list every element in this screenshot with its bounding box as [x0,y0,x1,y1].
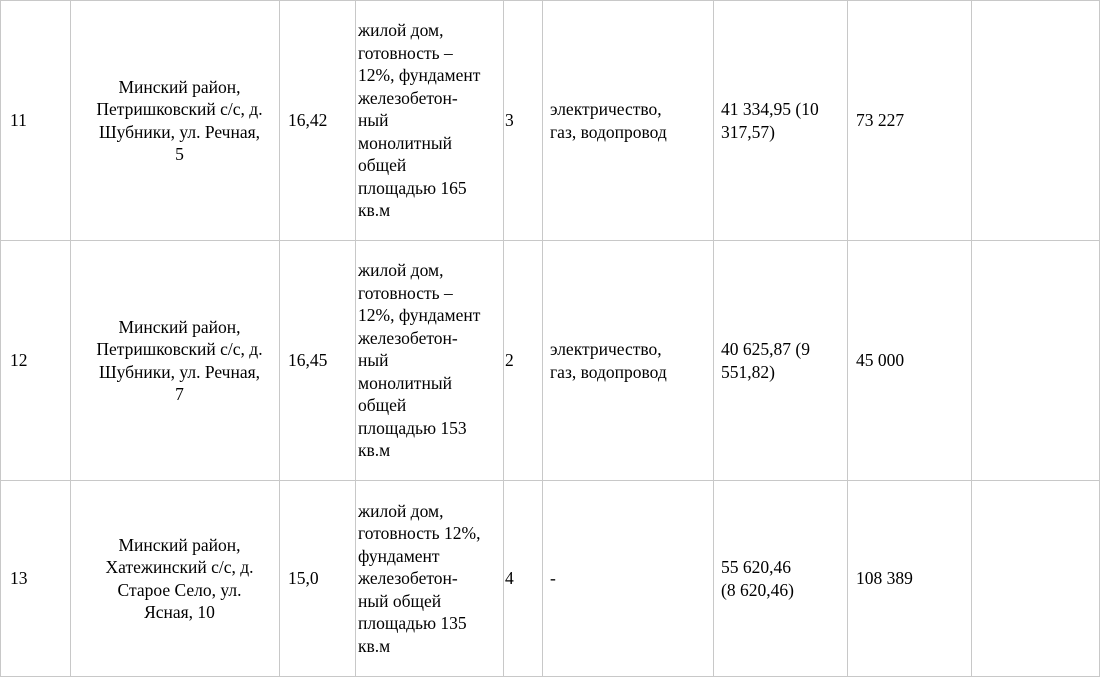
utilities-line: электричество, [550,99,662,119]
description-line: монолитный [358,132,452,153]
address-line: Шубники, ул. Речная, [98,361,261,382]
description-line: готовность – [358,42,453,63]
row-number: 11 [10,110,27,131]
description-line: общей [358,155,407,176]
utilities-line: - [550,568,556,589]
description-line: железобетон- [358,568,458,589]
description-cell: жилой дом, готовность 12%, фундамент железо… [355,480,504,677]
utilities-line: электричество, [550,339,662,359]
row-number: 13 [10,568,28,589]
area-value: 16,45 [288,350,328,371]
value2-cell: 36 951 [971,480,1100,677]
price-line: 317,57) [721,121,775,142]
description-cell: жилой дом, готовность –12%, фундамент желе… [355,240,504,481]
address-line: Ясная, 10 [144,602,215,622]
address-cell: Минский район, Петришковский с/с, д. Шубни… [70,0,280,241]
value2-cell: 15 341 [971,240,1100,481]
address-cell: Минский район, Петришковский с/с, д. Шубни… [70,240,280,481]
description-line: готовность – [358,282,453,303]
description-line: площадью 135 [358,613,467,634]
description-line: железобетон- [358,87,458,108]
address-text: Минский район, Петришковский с/с, д. Шубни… [96,76,262,166]
address-line: Хатежинский с/с, д. [105,557,254,577]
floors-value: 4 [505,568,514,589]
description-line: монолитный [358,372,452,393]
description-line: 12%, фундамент [358,305,481,326]
description-line: 12%, фундамент [358,65,481,86]
address-line: Петришковский с/с, д. [96,99,263,119]
address-line: Старое Село, ул. [117,579,242,600]
description-text: жилой дом, готовность –12%, фундамент желе… [358,259,503,462]
utilities-line: газ, водопровод [550,361,667,382]
floors-value: 3 [505,110,514,131]
price-line: 41 334,95 (10 [721,99,819,119]
row-number-cell: 12 [0,240,71,481]
description-line: ный [358,110,389,131]
description-line: железобетон- [358,327,458,348]
description-line: кв.м [358,635,391,656]
price-cell: 55 620,46 (8 620,46) [713,480,848,677]
area-cell: 16,42 [279,0,356,241]
price-line: 551,82) [721,361,775,382]
description-line: площадью 165 [358,177,467,198]
floors-cell: 3 [503,0,543,241]
address-text: Минский район, Хатежинский с/с, д. Старое … [106,534,254,624]
value1-cell: 45 000 [847,240,972,481]
description-line: жилой дом, [358,260,444,281]
utilities-cell: электричество, газ, водопровод [542,240,714,481]
address-line: 7 [175,384,184,404]
value1: 73 227 [856,110,905,131]
description-line: общей [358,395,407,416]
description-line: фундамент [358,545,440,566]
price-cell: 40 625,87 (9 551,82) [713,240,848,481]
description-line: готовность 12%, [358,523,481,544]
price-line: 55 620,46 [721,557,791,577]
description-text: жилой дом, готовность –12%, фундамент желе… [358,19,503,222]
description-cell: жилой дом, готовность –12%, фундамент желе… [355,0,504,241]
floors-cell: 4 [503,480,543,677]
utilities-line: газ, водопровод [550,121,667,142]
table-row: 13 Минский район, Хатежинский с/с, д. Старо… [0,480,1100,677]
utilities-cell: - [542,480,714,677]
value1-cell: 108 389 [847,480,972,677]
area-cell: 16,45 [279,240,356,481]
address-line: Шубники, ул. Речная, [98,121,261,142]
address-line: Петришковский с/с, д. [96,339,263,359]
floors-value: 2 [505,350,514,371]
price-line: 40 625,87 (9 [721,339,810,359]
value1-cell: 73 227 [847,0,972,241]
description-text: жилой дом, готовность 12%, фундамент железо… [358,500,503,658]
address-line: Минский район, [118,76,241,97]
price-line: (8 620,46) [721,579,794,600]
area-cell: 15,0 [279,480,356,677]
value1: 45 000 [856,350,905,371]
table-row: 12 Минский район, Петришковский с/с, д. Шуб… [0,240,1100,481]
description-line: жилой дом, [358,500,444,521]
value1: 108 389 [856,568,913,589]
floors-cell: 2 [503,240,543,481]
price-cell: 41 334,95 (10 317,57) [713,0,848,241]
description-line: кв.м [358,440,391,461]
table-row: 11 Минский район, Петришковский с/с, д. Шуб… [0,0,1100,241]
address-line: Минский район, [118,534,241,555]
description-line: ный [358,350,389,371]
description-line: площадью 153 [358,417,467,438]
area-value: 15,0 [288,568,319,589]
address-text: Минский район, Петришковский с/с, д. Шубни… [96,316,262,406]
description-line: жилой дом, [358,20,444,41]
address-line: Минский район, [118,316,241,337]
address-line: 5 [175,144,184,164]
utilities-cell: электричество, газ, водопровод [542,0,714,241]
area-value: 16,42 [288,110,328,131]
row-number-cell: 13 [0,480,71,677]
row-number-cell: 11 [0,0,71,241]
address-cell: Минский район, Хатежинский с/с, д. Старое … [70,480,280,677]
value2-cell: 24 964 [971,0,1100,241]
row-number: 12 [10,350,28,371]
description-line: кв.м [358,200,391,221]
description-line: ный общей [358,590,442,611]
